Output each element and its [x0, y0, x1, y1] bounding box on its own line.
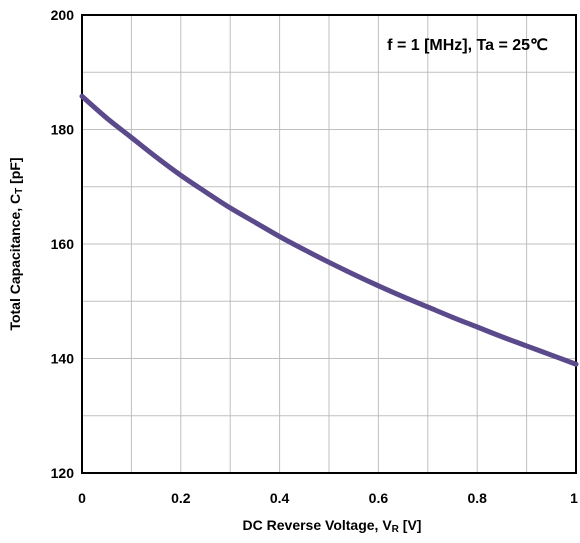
- x-axis-label-unit: [V]: [399, 517, 422, 533]
- x-axis-label-main: DC Reverse Voltage, V: [243, 517, 393, 533]
- y-axis-label-subscript: T: [14, 188, 25, 194]
- y-axis-label-main: Total Capacitance, C: [7, 194, 23, 331]
- y-tick-label: 200: [51, 7, 75, 23]
- plot-frame: [81, 14, 577, 474]
- y-tick-label: 180: [51, 122, 75, 138]
- y-tick-label: 140: [51, 351, 75, 367]
- y-tick-label: 120: [51, 465, 75, 481]
- condition-annotation: f = 1 [MHz], Ta = 25℃: [387, 37, 548, 54]
- y-tick-label: 160: [51, 236, 75, 252]
- y-tick-labels: 120 140 160 180 200: [51, 7, 75, 481]
- x-tick-label: 0.4: [270, 490, 290, 506]
- capacitance-curve: [79, 93, 579, 367]
- x-tick-label: 0: [78, 490, 86, 506]
- x-tick-label: 0.2: [171, 490, 191, 506]
- x-tick-labels: 0 0.2 0.4 0.6 0.8 1: [78, 490, 578, 506]
- x-axis-label: DC Reverse Voltage, VR [V]: [243, 517, 422, 535]
- y-axis-label-unit: [pF]: [7, 157, 23, 187]
- x-tick-label: 0.8: [467, 490, 487, 506]
- y-axis-label: Total Capacitance, CT [pF]: [7, 157, 25, 330]
- x-tick-label: 0.6: [369, 490, 389, 506]
- x-tick-label: 1: [570, 490, 578, 506]
- grid-lines: [82, 15, 576, 473]
- x-axis-label-subscript: R: [392, 524, 400, 535]
